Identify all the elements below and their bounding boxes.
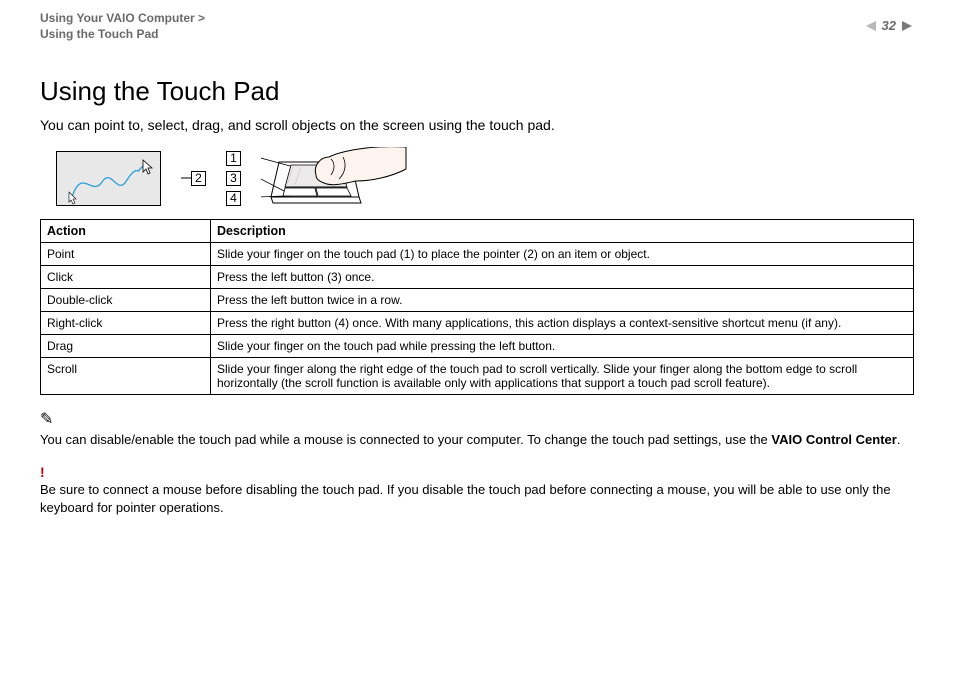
table-row: ScrollSlide your finger along the right … [41,358,914,395]
cell-action: Right-click [41,312,211,335]
callout-stack: 1 3 4 [226,151,241,206]
table-row: Double-clickPress the left button twice … [41,289,914,312]
callout-2: 2 [191,171,206,186]
next-page-icon[interactable] [902,20,914,32]
cell-action: Scroll [41,358,211,395]
page-header: Using Your VAIO Computer > Using the Tou… [0,0,954,48]
prev-page-icon[interactable] [864,20,876,32]
callout-2-group: 2 [181,171,206,186]
tip-text-post: . [897,432,901,447]
cell-desc: Slide your finger on the touch pad (1) t… [211,243,914,266]
cell-action: Point [41,243,211,266]
cell-desc: Press the left button (3) once. [211,266,914,289]
th-action: Action [41,220,211,243]
diagram-row: 2 1 3 4 [56,147,914,209]
pointer-diagram [56,151,161,206]
page-title: Using the Touch Pad [40,76,914,107]
cell-desc: Press the left button twice in a row. [211,289,914,312]
touchpad-diagram [261,147,411,209]
table-header-row: Action Description [41,220,914,243]
actions-table: Action Description PointSlide your finge… [40,219,914,395]
warning-block: ! Be sure to connect a mouse before disa… [40,463,914,517]
tip-block: ✎ You can disable/enable the touch pad w… [40,409,914,448]
pencil-icon: ✎ [40,409,914,431]
content-area: Using the Touch Pad You can point to, se… [0,48,954,516]
breadcrumb-line2: Using the Touch Pad [40,26,205,42]
cell-desc: Slide your finger on the touch pad while… [211,335,914,358]
cell-desc: Slide your finger along the right edge o… [211,358,914,395]
tip-text-pre: You can disable/enable the touch pad whi… [40,432,771,447]
warning-text: Be sure to connect a mouse before disabl… [40,482,891,515]
th-description: Description [211,220,914,243]
tip-bold: VAIO Control Center [771,432,896,447]
intro-text: You can point to, select, drag, and scro… [40,117,914,133]
page-number: 32 [882,18,896,33]
table-row: Right-clickPress the right button (4) on… [41,312,914,335]
table-row: PointSlide your finger on the touch pad … [41,243,914,266]
page-nav: 32 [864,10,914,33]
cell-action: Click [41,266,211,289]
callout-4: 4 [226,191,241,206]
table-row: DragSlide your finger on the touch pad w… [41,335,914,358]
breadcrumb: Using Your VAIO Computer > Using the Tou… [40,10,205,42]
table-row: ClickPress the left button (3) once. [41,266,914,289]
cell-action: Double-click [41,289,211,312]
callout-1: 1 [226,151,241,166]
callout-3: 3 [226,171,241,186]
cell-desc: Press the right button (4) once. With ma… [211,312,914,335]
breadcrumb-line1: Using Your VAIO Computer > [40,10,205,26]
warning-icon: ! [40,463,914,482]
cell-action: Drag [41,335,211,358]
